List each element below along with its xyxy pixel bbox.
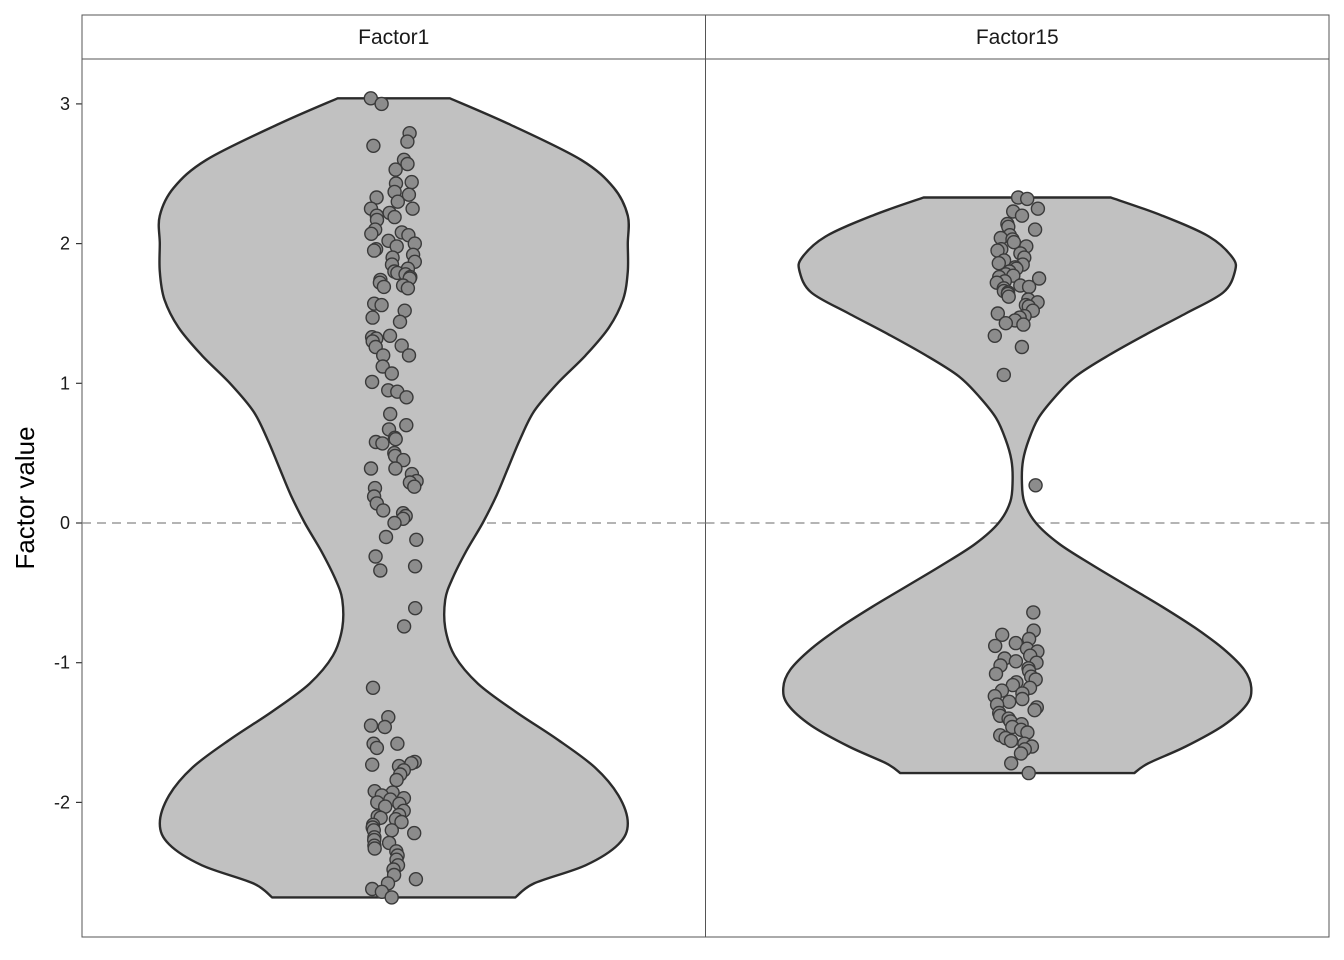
y-tick-label: 3 bbox=[60, 94, 70, 114]
data-point bbox=[389, 772, 404, 788]
data-point bbox=[365, 680, 381, 695]
data-point bbox=[392, 314, 408, 329]
data-point bbox=[375, 436, 390, 451]
violin-shape bbox=[781, 196, 1253, 775]
data-point bbox=[364, 226, 379, 242]
data-point bbox=[390, 194, 405, 209]
data-point bbox=[368, 549, 383, 564]
data-point bbox=[396, 619, 412, 634]
data-point bbox=[374, 96, 389, 112]
data-point bbox=[365, 310, 380, 325]
data-point bbox=[1028, 478, 1043, 493]
data-point bbox=[387, 515, 402, 531]
data-point bbox=[401, 348, 417, 363]
data-point bbox=[384, 823, 399, 838]
data-point bbox=[369, 740, 385, 756]
data-point bbox=[399, 390, 414, 405]
strip-label: Factor15 bbox=[976, 26, 1059, 49]
strip-label: Factor1 bbox=[358, 26, 429, 49]
data-point bbox=[377, 719, 392, 735]
data-point bbox=[1008, 635, 1023, 651]
data-point bbox=[990, 306, 1005, 321]
data-point bbox=[1027, 222, 1043, 237]
data-point bbox=[384, 890, 399, 905]
data-point bbox=[1030, 201, 1046, 216]
data-point bbox=[1008, 654, 1024, 669]
data-point bbox=[383, 406, 398, 422]
data-point bbox=[1013, 746, 1029, 761]
data-point bbox=[382, 328, 398, 343]
data-point bbox=[394, 814, 409, 830]
y-tick-label: 2 bbox=[60, 234, 70, 254]
data-point bbox=[390, 736, 405, 751]
y-tick-label: 1 bbox=[60, 373, 70, 393]
data-point bbox=[366, 243, 382, 258]
data-point bbox=[366, 138, 381, 154]
data-point bbox=[409, 532, 424, 547]
data-point bbox=[998, 316, 1013, 331]
strip-header bbox=[705, 14, 1330, 60]
violin-shape bbox=[157, 97, 631, 899]
data-point bbox=[363, 461, 379, 476]
data-point bbox=[1016, 317, 1031, 332]
data-point bbox=[404, 174, 419, 190]
data-point bbox=[378, 529, 394, 545]
data-point bbox=[365, 757, 380, 772]
data-point bbox=[405, 201, 420, 216]
data-point bbox=[367, 841, 382, 856]
data-point bbox=[387, 209, 402, 225]
data-point bbox=[399, 418, 414, 433]
data-point bbox=[1021, 765, 1036, 781]
data-point bbox=[988, 638, 1003, 654]
data-point bbox=[376, 503, 391, 518]
data-point bbox=[376, 279, 392, 295]
data-point bbox=[1014, 208, 1030, 223]
data-point bbox=[407, 559, 423, 574]
data-point bbox=[1021, 279, 1037, 295]
data-point bbox=[400, 281, 416, 296]
data-point bbox=[369, 190, 384, 205]
panel-factor15: Factor15 bbox=[705, 14, 1330, 938]
data-point bbox=[1015, 691, 1030, 707]
data-point bbox=[1001, 289, 1016, 304]
data-point bbox=[407, 825, 422, 841]
y-axis: 3 2 1 0 -1 -2 bbox=[54, 94, 82, 812]
data-point bbox=[1002, 694, 1017, 709]
data-point bbox=[384, 366, 399, 381]
data-point bbox=[995, 627, 1010, 642]
data-point bbox=[1026, 605, 1041, 620]
data-point bbox=[988, 666, 1004, 682]
data-point bbox=[408, 601, 423, 616]
data-point bbox=[1004, 756, 1019, 771]
data-point bbox=[394, 338, 409, 353]
facet-panels: Factor1 Factor15 bbox=[81, 14, 1330, 938]
data-point bbox=[388, 162, 403, 177]
data-point bbox=[1006, 234, 1022, 250]
data-point bbox=[1003, 733, 1019, 749]
data-point bbox=[401, 187, 417, 202]
data-point bbox=[373, 563, 388, 578]
data-point bbox=[1031, 271, 1047, 286]
y-axis-title: Factor value bbox=[10, 426, 40, 569]
data-point bbox=[407, 479, 422, 494]
data-point bbox=[363, 718, 379, 733]
data-point bbox=[388, 432, 403, 447]
data-point bbox=[996, 367, 1011, 383]
data-point bbox=[987, 328, 1002, 343]
data-point bbox=[388, 461, 403, 476]
data-point bbox=[364, 374, 380, 390]
data-point bbox=[1014, 339, 1030, 355]
data-point bbox=[408, 872, 424, 887]
data-point bbox=[1019, 191, 1035, 207]
y-tick-label: -1 bbox=[54, 653, 70, 673]
data-point bbox=[374, 297, 389, 313]
data-point bbox=[400, 134, 415, 149]
data-point bbox=[400, 156, 415, 172]
y-tick-label: 0 bbox=[60, 513, 70, 533]
data-point bbox=[991, 256, 1006, 271]
panel-factor1: Factor1 bbox=[81, 14, 706, 938]
data-point bbox=[1027, 703, 1042, 718]
y-tick-label: -2 bbox=[54, 792, 70, 812]
